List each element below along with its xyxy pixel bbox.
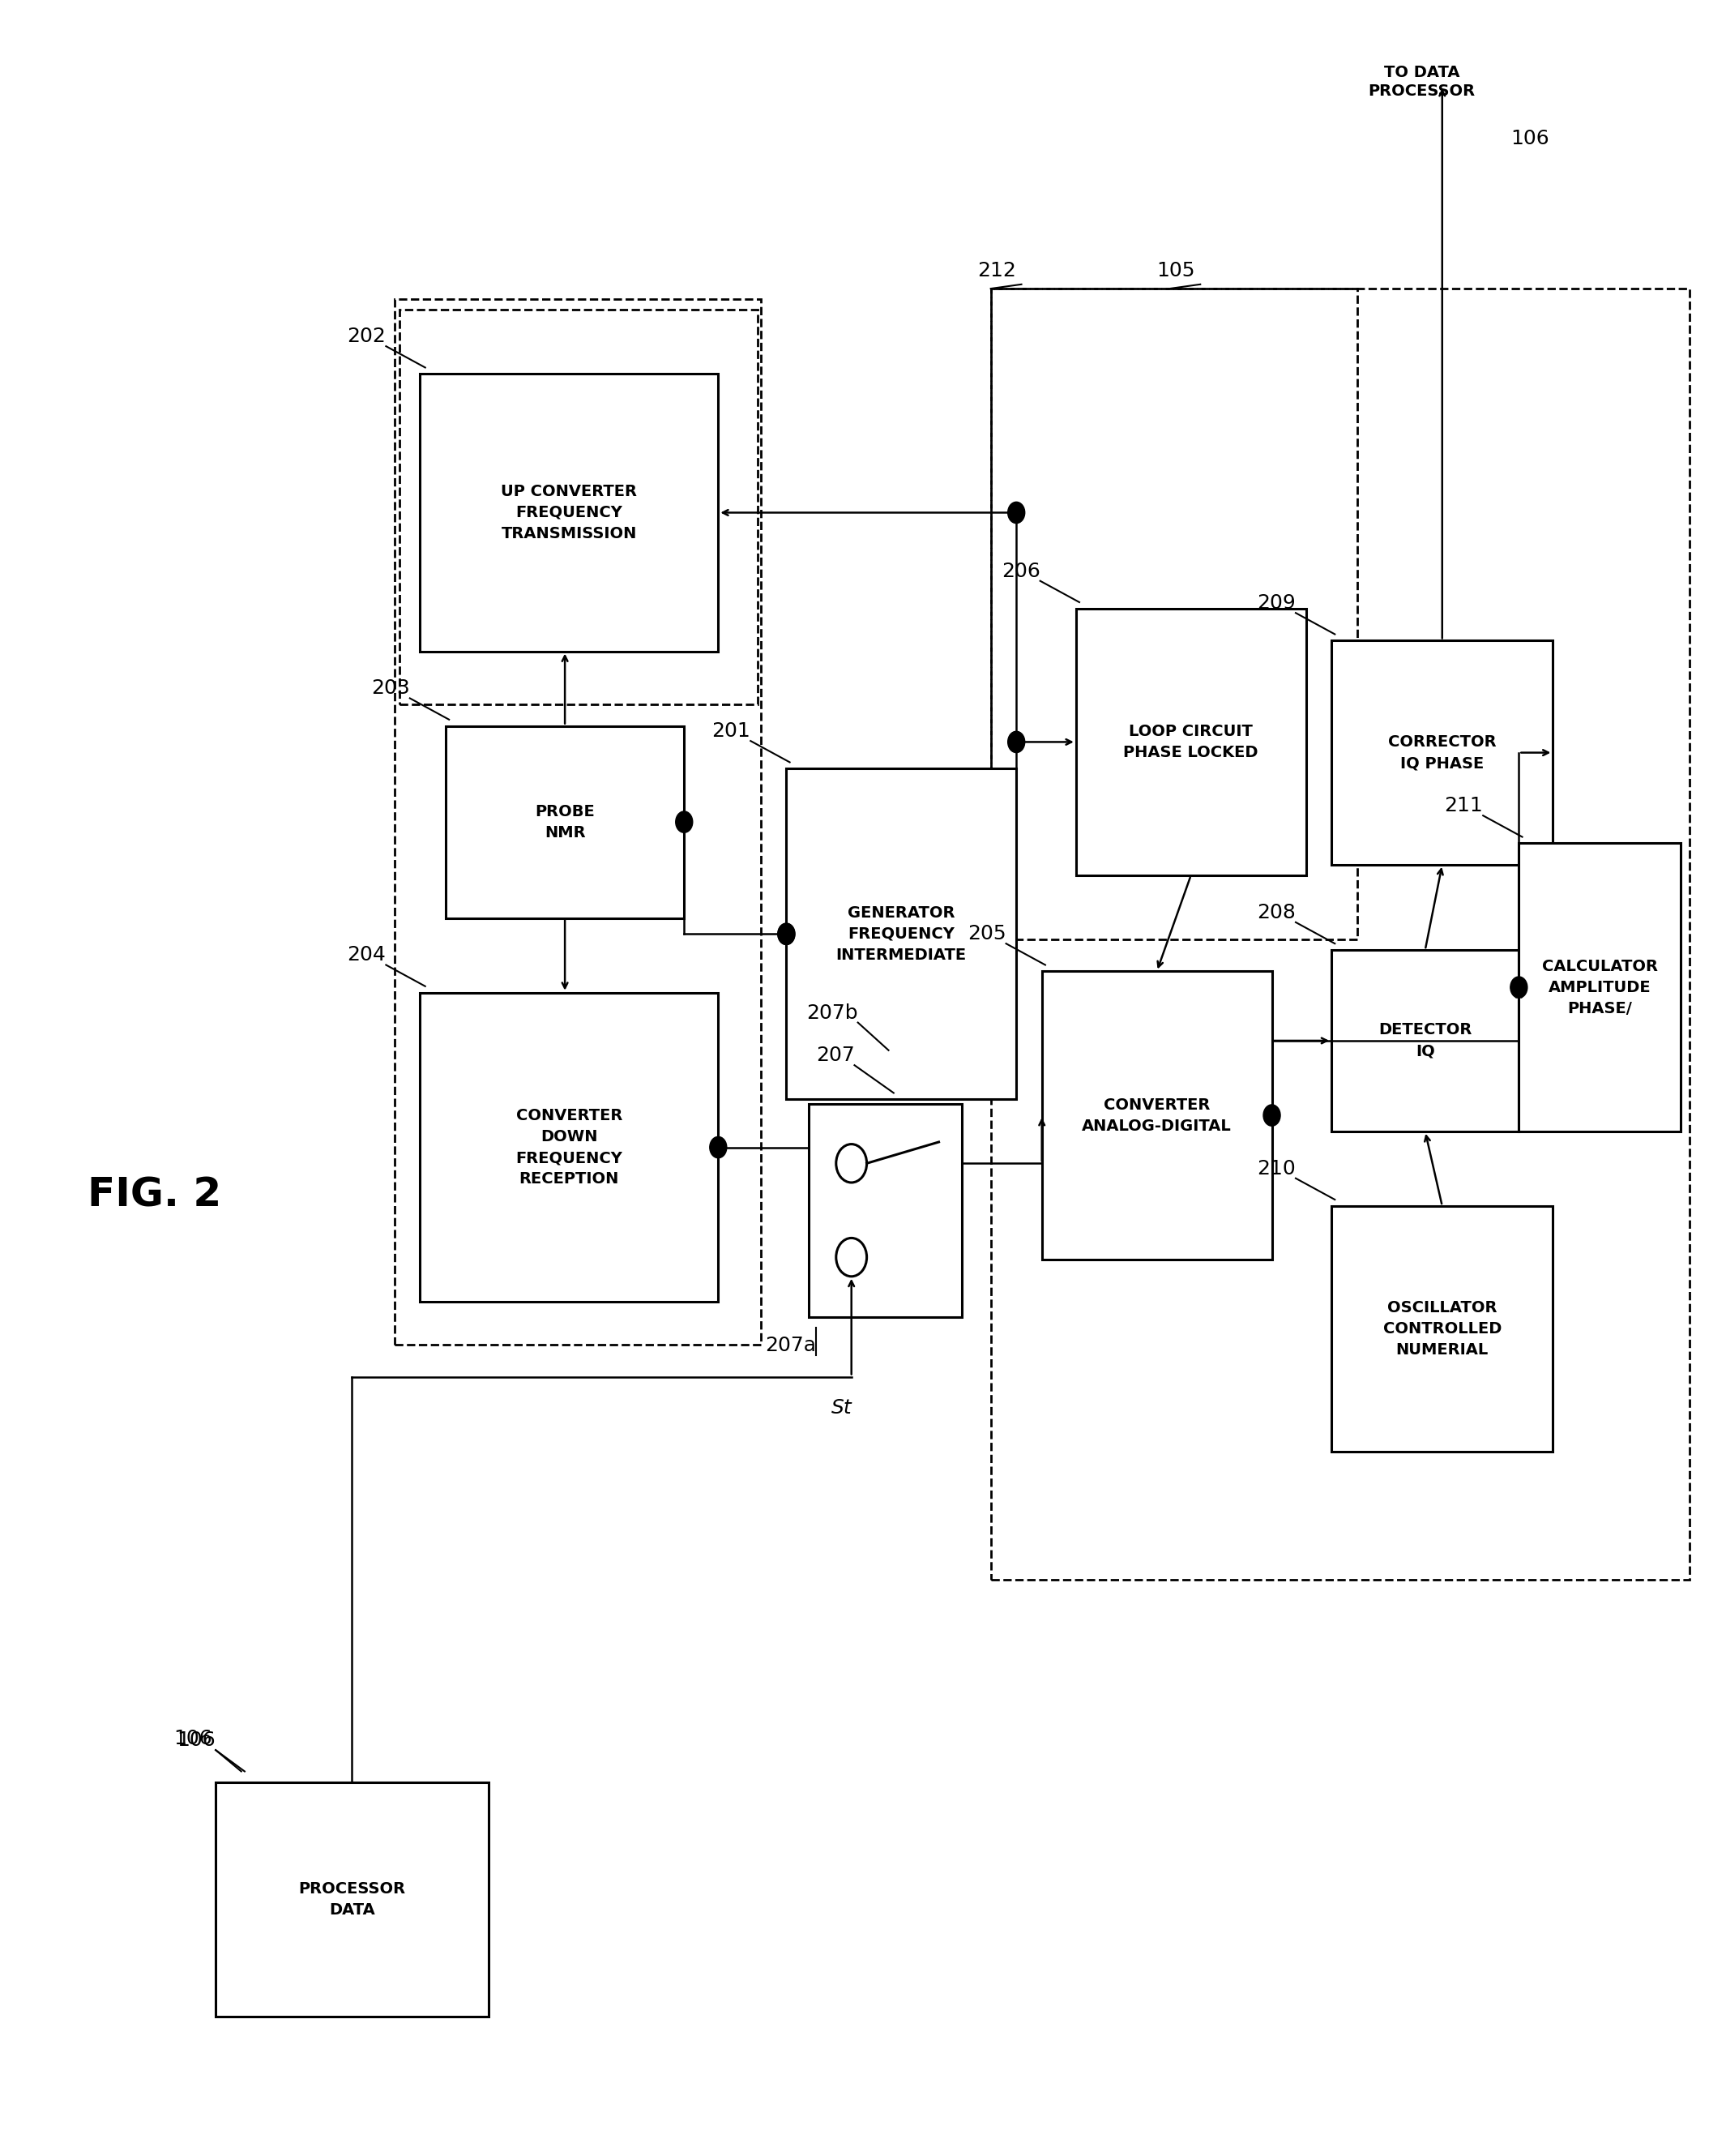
Circle shape — [835, 1145, 866, 1181]
Text: CONTROLLED: CONTROLLED — [1383, 1322, 1502, 1337]
Text: FREQUENCY: FREQUENCY — [516, 505, 623, 520]
Text: 201: 201 — [711, 722, 751, 742]
Text: 210: 210 — [1257, 1158, 1296, 1179]
Text: CORRECTOR: CORRECTOR — [1388, 735, 1496, 750]
Text: 207a: 207a — [765, 1337, 816, 1356]
Bar — [991, 289, 1690, 1580]
Circle shape — [1510, 977, 1528, 998]
Circle shape — [675, 811, 692, 832]
Text: PROBE: PROBE — [535, 804, 595, 819]
Text: 106: 106 — [178, 1731, 216, 1751]
Text: 207: 207 — [816, 1046, 854, 1065]
Text: FIG. 2: FIG. 2 — [88, 1175, 223, 1214]
Bar — [991, 289, 1357, 940]
Text: GENERATOR: GENERATOR — [847, 906, 954, 921]
Bar — [445, 727, 683, 918]
Text: PROCESSOR: PROCESSOR — [299, 1882, 406, 1897]
Text: 203: 203 — [371, 679, 409, 699]
Text: 206: 206 — [1001, 561, 1041, 580]
Text: AMPLITUDE: AMPLITUDE — [1548, 979, 1652, 996]
Text: FREQUENCY: FREQUENCY — [847, 927, 954, 942]
Bar — [1331, 951, 1519, 1132]
Text: 204: 204 — [347, 946, 387, 966]
Bar — [216, 1783, 488, 2016]
Text: DATA: DATA — [330, 1902, 375, 1917]
Text: UP CONVERTER: UP CONVERTER — [501, 483, 637, 500]
Circle shape — [778, 923, 796, 944]
Circle shape — [1008, 502, 1025, 524]
Text: 211: 211 — [1445, 796, 1483, 815]
Text: ANALOG-DIGITAL: ANALOG-DIGITAL — [1082, 1119, 1232, 1134]
Bar — [1331, 640, 1553, 865]
Text: FREQUENCY: FREQUENCY — [516, 1149, 623, 1166]
Text: 205: 205 — [968, 925, 1006, 944]
Circle shape — [835, 1238, 866, 1276]
Text: NMR: NMR — [544, 826, 585, 841]
Text: INTERMEDIATE: INTERMEDIATE — [835, 946, 967, 964]
Text: DOWN: DOWN — [540, 1130, 597, 1145]
Text: CONVERTER: CONVERTER — [516, 1108, 623, 1123]
Bar — [400, 310, 758, 705]
Text: IQ: IQ — [1415, 1044, 1434, 1059]
Bar — [419, 373, 718, 651]
Text: PHASE LOCKED: PHASE LOCKED — [1124, 744, 1258, 761]
Text: 207b: 207b — [806, 1003, 858, 1022]
Circle shape — [1263, 1104, 1281, 1125]
Bar — [808, 1104, 961, 1317]
Text: CONVERTER: CONVERTER — [1103, 1097, 1210, 1112]
Bar — [1075, 608, 1307, 875]
Text: St: St — [832, 1397, 853, 1416]
Text: TO DATA
PROCESSOR: TO DATA PROCESSOR — [1369, 65, 1476, 99]
Circle shape — [1008, 731, 1025, 752]
Bar — [1043, 972, 1272, 1259]
Text: 208: 208 — [1257, 903, 1296, 923]
Bar — [419, 992, 718, 1302]
Text: CALCULATOR: CALCULATOR — [1541, 959, 1657, 975]
Circle shape — [709, 1136, 727, 1158]
Circle shape — [778, 923, 796, 944]
Text: OSCILLATOR: OSCILLATOR — [1388, 1300, 1496, 1315]
Text: PHASE/: PHASE/ — [1567, 1000, 1633, 1015]
Text: RECEPTION: RECEPTION — [520, 1171, 620, 1186]
Bar — [787, 770, 1017, 1100]
Text: NUMERIAL: NUMERIAL — [1396, 1341, 1488, 1358]
Bar — [1519, 843, 1681, 1132]
Text: TRANSMISSION: TRANSMISSION — [501, 526, 637, 541]
Text: IQ PHASE: IQ PHASE — [1400, 755, 1484, 772]
Text: 105: 105 — [1156, 261, 1194, 280]
Text: LOOP CIRCUIT: LOOP CIRCUIT — [1129, 724, 1253, 740]
Text: 106: 106 — [1510, 129, 1548, 149]
Bar — [395, 300, 761, 1345]
Text: 106: 106 — [174, 1729, 212, 1749]
Text: DETECTOR: DETECTOR — [1379, 1022, 1472, 1037]
Bar — [1331, 1205, 1553, 1451]
Text: 202: 202 — [347, 328, 387, 347]
Text: 209: 209 — [1257, 593, 1296, 612]
Text: 212: 212 — [977, 261, 1017, 280]
